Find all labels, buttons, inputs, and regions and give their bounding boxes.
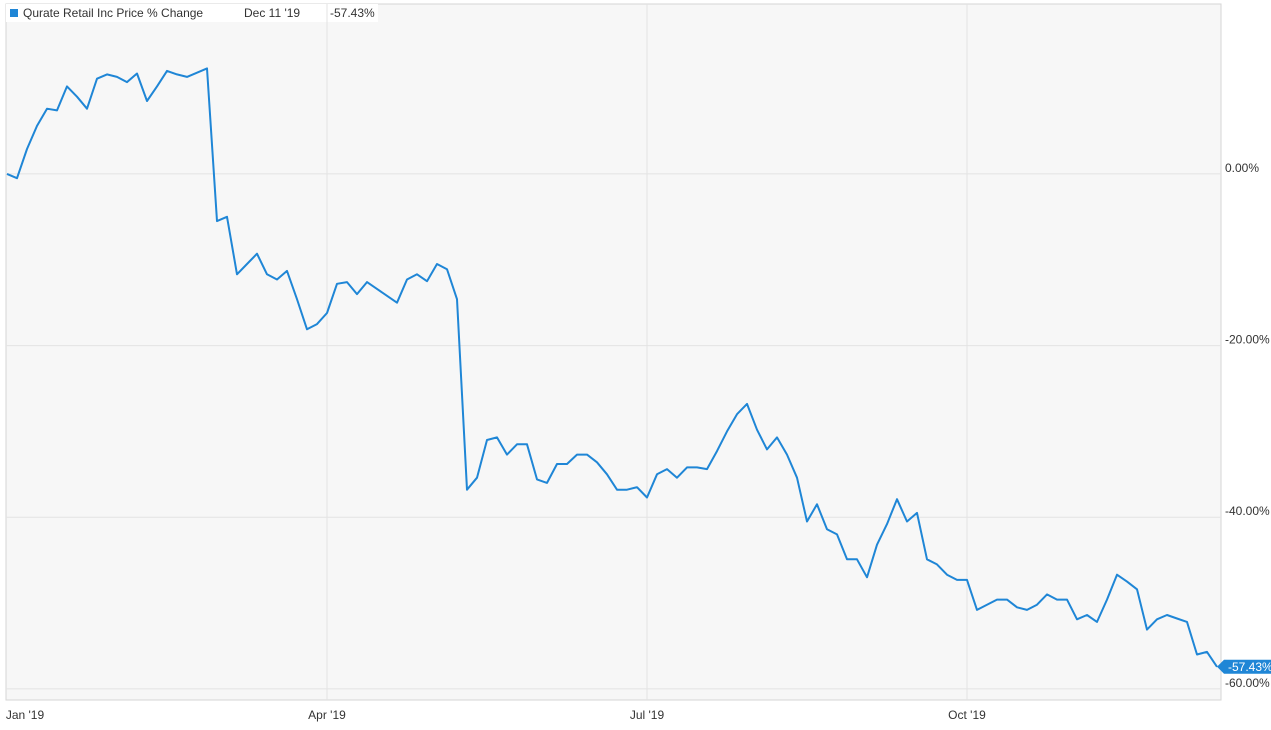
legend-box bbox=[6, 4, 378, 22]
y-tick-label: 0.00% bbox=[1225, 161, 1259, 175]
legend-value: -57.43% bbox=[330, 6, 375, 20]
x-tick-label: Oct '19 bbox=[948, 708, 986, 722]
plot-area bbox=[5, 3, 1222, 701]
x-tick-label: Apr '19 bbox=[308, 708, 346, 722]
price-line bbox=[6, 67, 1218, 668]
y-tick-label: -20.00% bbox=[1225, 333, 1270, 347]
x-tick-label: Jul '19 bbox=[630, 708, 665, 722]
x-tick-label: Jan '19 bbox=[6, 708, 45, 722]
y-tick-label: -60.00% bbox=[1225, 676, 1270, 690]
legend-label: Qurate Retail Inc Price % Change bbox=[23, 6, 203, 20]
end-label: -57.43% bbox=[1228, 660, 1271, 674]
legend-swatch bbox=[10, 9, 18, 17]
end-badge bbox=[1217, 659, 1271, 674]
legend-date: Dec 11 '19 bbox=[244, 6, 300, 20]
y-tick-label: -40.00% bbox=[1225, 504, 1270, 518]
